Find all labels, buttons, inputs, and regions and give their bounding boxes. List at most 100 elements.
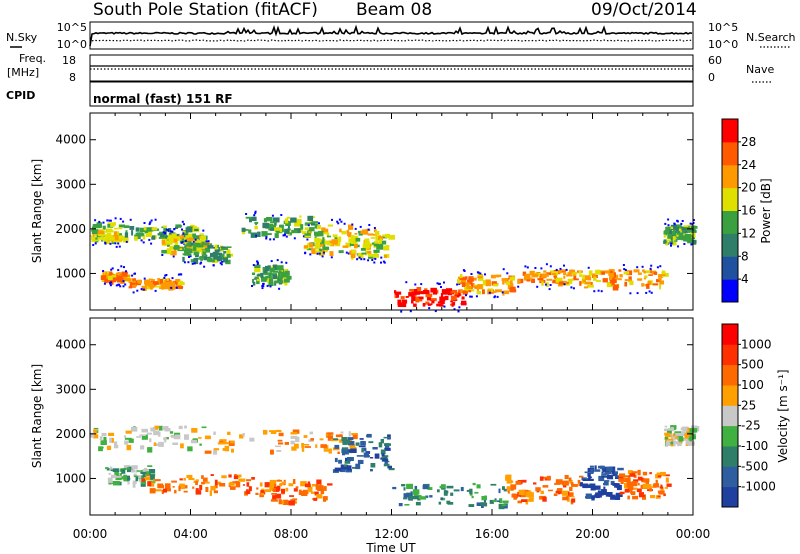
echo-cell (470, 283, 475, 287)
colorbar-swatch (722, 187, 738, 211)
echo-cell (619, 473, 626, 478)
nsearch-line (91, 39, 692, 42)
echo-cell (314, 491, 319, 495)
echo-cell (675, 231, 681, 234)
echo-cell (291, 446, 297, 451)
echo-cell (683, 243, 686, 245)
echo-cell (276, 479, 282, 482)
echo-cell (630, 490, 633, 494)
echo-cell (363, 452, 369, 458)
echo-cell (517, 500, 523, 504)
echo-cell (114, 231, 118, 237)
echo-cell (260, 490, 266, 495)
echo-cell (293, 221, 301, 227)
echo-cell (440, 497, 444, 501)
echo-cell (548, 288, 551, 291)
echo-cell (123, 435, 127, 438)
echo-cell (327, 483, 333, 486)
echo-cell (637, 476, 643, 481)
echo-cell (684, 433, 689, 439)
echo-cell (664, 432, 670, 436)
echo-cell (273, 483, 277, 487)
colorbar-tick-label: 28 (741, 135, 756, 149)
echo-cell (643, 270, 646, 274)
echo-cell (280, 261, 283, 264)
echo-cell (678, 437, 684, 442)
echo-cell (210, 474, 214, 476)
echo-cell (254, 226, 258, 230)
echo-cell (133, 272, 136, 275)
echo-cell (207, 245, 214, 249)
echo-cell (102, 270, 105, 272)
echo-cell (309, 253, 312, 256)
echo-cell (681, 220, 684, 222)
echo-cell (590, 486, 596, 491)
echo-cell (565, 496, 569, 501)
echo-cell (213, 251, 218, 256)
echo-cell (670, 234, 676, 236)
echo-cell (148, 238, 151, 241)
echo-cell (358, 445, 366, 448)
echo-cell (673, 230, 677, 235)
echo-cell (474, 491, 479, 494)
echo-cell (582, 274, 586, 279)
echo-cell (307, 215, 314, 221)
echo-cell (228, 474, 232, 478)
echo-cell (595, 280, 602, 282)
echo-cell (682, 433, 686, 436)
echo-cell (392, 486, 397, 490)
echo-cell (314, 225, 318, 229)
echo-cell (121, 469, 126, 474)
echo-cell (172, 486, 175, 488)
echo-cell (111, 437, 114, 443)
echo-cell (109, 437, 112, 443)
echo-cell (173, 238, 178, 243)
echo-cell (681, 230, 688, 234)
echo-cell (374, 251, 378, 257)
echo-cell (599, 465, 605, 469)
x-tick-label: 12:00 (374, 527, 409, 541)
echo-cell (492, 499, 497, 502)
echo-cell (257, 231, 261, 237)
echo-cell (106, 219, 109, 222)
echo-cell (304, 446, 311, 448)
echo-cell (336, 220, 339, 223)
echo-cell (148, 278, 153, 281)
echo-cell (204, 450, 212, 454)
echo-cell (652, 283, 659, 286)
echo-cell (517, 285, 520, 288)
echo-cell (340, 431, 344, 434)
echo-cell (384, 233, 390, 238)
echo-cell (179, 478, 183, 481)
echo-cell (362, 243, 370, 249)
echo-cell (170, 230, 172, 233)
echo-cell (334, 467, 342, 472)
y-tick-label: 1000 (55, 471, 86, 485)
echo-cell (490, 274, 496, 279)
echo-cell (195, 479, 199, 482)
echo-cell (381, 455, 389, 458)
echo-cell (140, 288, 143, 291)
echo-cell (612, 473, 618, 477)
echo-cell (680, 431, 687, 434)
echo-cell (666, 430, 672, 434)
echo-cell (246, 482, 250, 487)
echo-cell (534, 267, 537, 269)
echo-cell (346, 439, 350, 444)
echo-cell (272, 273, 277, 276)
echo-cell (369, 457, 374, 459)
echo-cell (681, 235, 687, 241)
echo-cell (265, 237, 268, 240)
echo-cell (278, 270, 282, 274)
echo-cell (672, 229, 675, 232)
date-title: 09/Oct/2014 (591, 0, 697, 20)
echo-cell (334, 444, 340, 449)
echo-cell (469, 289, 475, 292)
echo-cell (406, 483, 413, 489)
echo-cell (294, 218, 302, 224)
echo-cell (558, 270, 562, 274)
echo-cell (338, 459, 342, 464)
echo-cell (380, 449, 386, 455)
echo-cell (135, 477, 138, 482)
echo-cell (165, 437, 169, 440)
